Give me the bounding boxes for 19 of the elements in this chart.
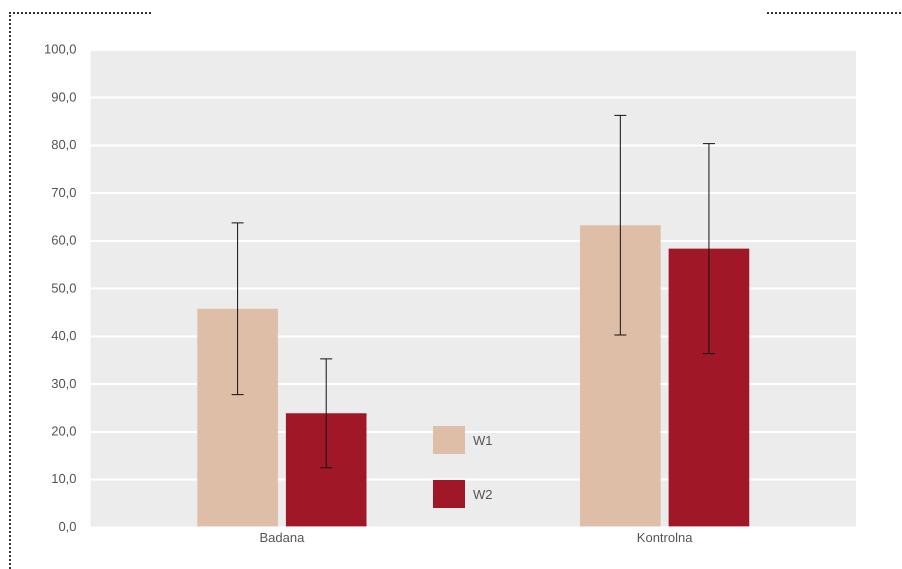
x-tick-label: Kontrolna	[636, 530, 694, 545]
y-tick-label: 80,0	[51, 137, 77, 152]
y-tick-label: 100,0	[44, 42, 77, 57]
y-tick-label: 90,0	[51, 89, 77, 104]
y-tick-label: 10,0	[51, 471, 77, 486]
y-tick-label: 50,0	[51, 280, 77, 296]
y-tick-label: 0,0	[58, 518, 77, 534]
y-tick-label: 40,0	[51, 328, 77, 344]
y-tick-label: 60,0	[51, 232, 77, 248]
y-tick-label: 70,0	[51, 184, 77, 200]
bar	[668, 248, 750, 526]
x-tick-label: Badana	[259, 530, 306, 545]
bar	[580, 225, 661, 526]
legend-label: W2	[473, 486, 492, 502]
bar	[197, 308, 278, 526]
y-tick-label: 30,0	[51, 376, 77, 391]
legend-label: W1	[473, 432, 492, 448]
bar	[286, 413, 367, 526]
y-tick-label: 20,0	[51, 424, 77, 438]
